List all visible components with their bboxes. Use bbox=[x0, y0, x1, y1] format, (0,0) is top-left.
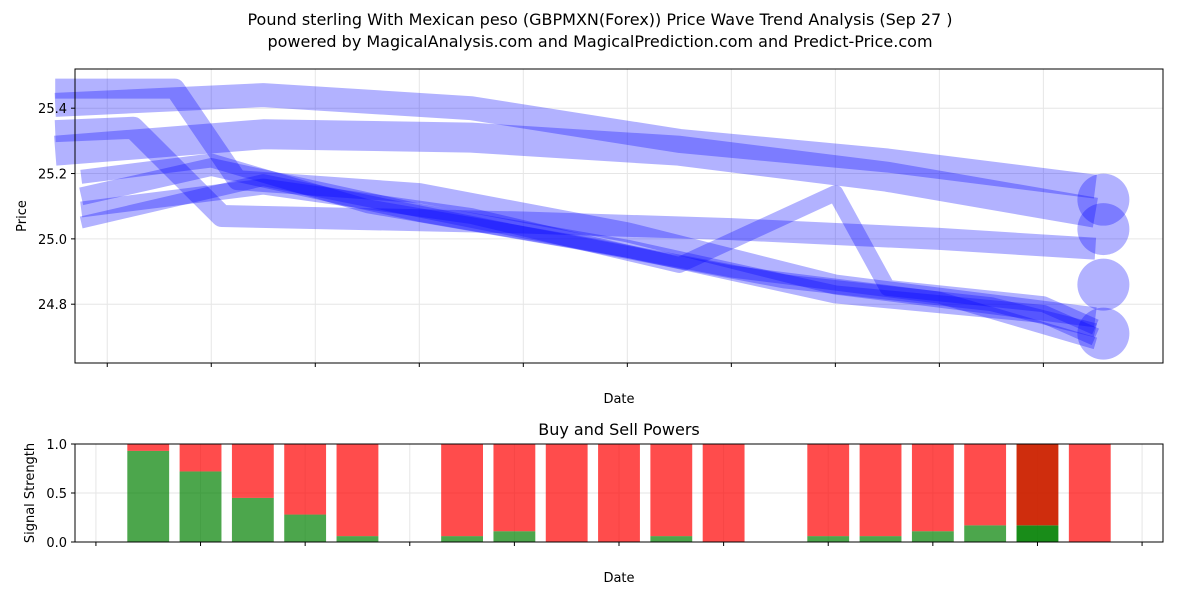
signal-bars bbox=[127, 444, 1111, 542]
sell-bar bbox=[231, 444, 274, 498]
buy-bar bbox=[859, 536, 902, 542]
sell-bar bbox=[650, 444, 693, 537]
price-grid bbox=[75, 69, 1163, 363]
price-wave-bands bbox=[54, 78, 1130, 360]
sell-bar bbox=[702, 444, 745, 542]
sell-bar bbox=[1068, 444, 1111, 542]
chart-title-line1: Pound sterling With Mexican peso (GBPMXN… bbox=[247, 10, 953, 29]
buy-bar bbox=[964, 525, 1007, 542]
buy-bar bbox=[441, 536, 483, 542]
wave-band-3 bbox=[54, 116, 1097, 260]
signal-y-tick-label: 0.5 bbox=[46, 487, 67, 502]
buy-bar bbox=[650, 536, 693, 542]
sell-bar bbox=[545, 444, 588, 542]
price-y-tick-label: 25.2 bbox=[38, 168, 67, 183]
wave-end-marker-4 bbox=[1077, 307, 1130, 360]
chart-title-line2: powered by MagicalAnalysis.com and Magic… bbox=[267, 32, 933, 51]
buy-bar bbox=[1016, 525, 1059, 542]
wave-band-8 bbox=[79, 174, 1098, 350]
sell-bar bbox=[336, 444, 379, 537]
sell-bar bbox=[1016, 444, 1059, 526]
wave-band-7 bbox=[80, 153, 1098, 338]
sell-bar bbox=[441, 444, 483, 537]
sell-bar bbox=[807, 444, 850, 537]
buy-bar bbox=[231, 497, 274, 542]
wave-band-5 bbox=[79, 158, 1100, 346]
buy-bar bbox=[911, 531, 954, 542]
buy-bar bbox=[284, 514, 327, 542]
wave-band-1 bbox=[54, 83, 1097, 199]
buy-bar bbox=[179, 471, 222, 542]
sell-bar bbox=[284, 444, 327, 515]
price-y-tick-label: 25.0 bbox=[38, 233, 67, 248]
sell-bar bbox=[179, 444, 222, 472]
sell-bar bbox=[598, 444, 640, 542]
buy-bar bbox=[807, 536, 850, 542]
sell-bar bbox=[859, 444, 902, 537]
buy-bar bbox=[336, 536, 379, 542]
sell-bar bbox=[127, 444, 170, 451]
signal-y-axis-label: Signal Strength bbox=[23, 443, 38, 543]
buy-bar bbox=[127, 450, 170, 542]
sell-bar bbox=[493, 444, 536, 532]
price-axes: 24.8 25.0 25.2 25.4 bbox=[38, 102, 1044, 367]
price-y-tick-label: 25.4 bbox=[38, 102, 67, 117]
wave-end-marker-2 bbox=[1077, 203, 1130, 256]
wave-end-marker-3 bbox=[1077, 258, 1130, 311]
buy-bar bbox=[493, 531, 536, 542]
wave-end-marker-1 bbox=[1077, 173, 1130, 226]
signal-axes: 0.0 0.5 1.0 bbox=[46, 438, 1143, 551]
signal-x-axis-label: Date bbox=[603, 571, 634, 586]
wave-band-2 bbox=[54, 119, 1098, 228]
price-y-axis-label: Price bbox=[15, 200, 30, 232]
wave-band-4 bbox=[55, 78, 1097, 328]
signal-y-tick-label: 1.0 bbox=[46, 438, 67, 453]
wave-band-6 bbox=[80, 178, 1099, 335]
price-y-tick-label: 24.8 bbox=[38, 298, 67, 313]
signal-chart-title: Buy and Sell Powers bbox=[538, 420, 700, 439]
sell-bar bbox=[911, 444, 954, 532]
sell-bar bbox=[964, 444, 1007, 526]
price-x-axis-label: Date bbox=[603, 392, 634, 407]
signal-y-tick-label: 0.0 bbox=[46, 536, 67, 551]
price-plot-frame bbox=[74, 68, 1164, 364]
